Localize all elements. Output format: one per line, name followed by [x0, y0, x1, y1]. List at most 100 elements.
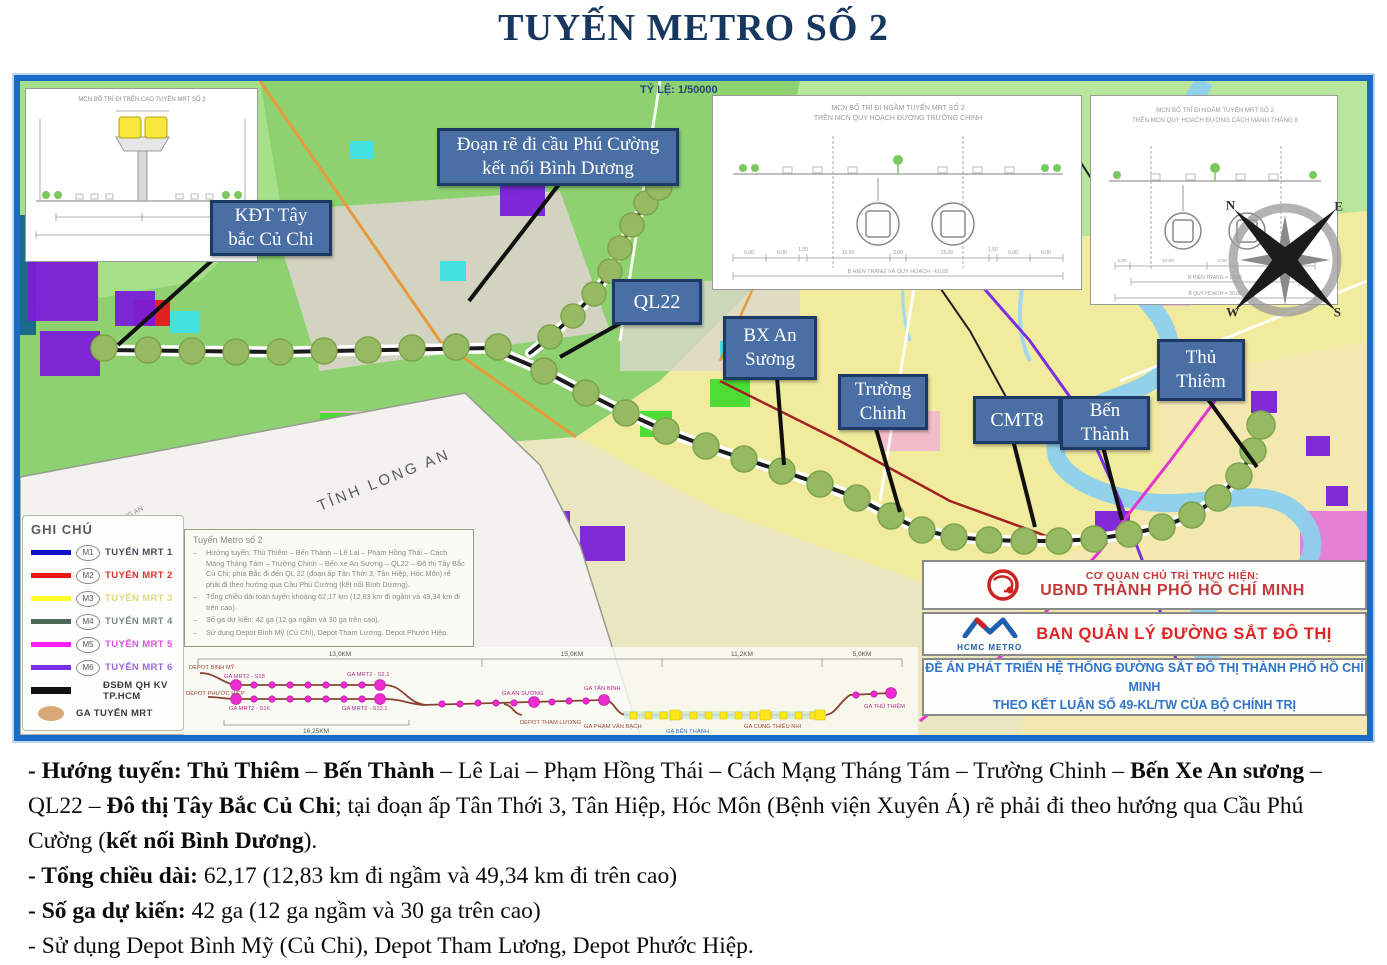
tunnel-cmt8-title1: MCN BỐ TRÍ ĐI NGẦM TUYẾN MRT SỐ 2 [1156, 107, 1274, 114]
svg-text:6,00: 6,00 [1041, 250, 1051, 256]
svg-text:DEPOT BÌNH MỸ: DEPOT BÌNH MỸ [189, 664, 235, 671]
badge-m5: M5 [76, 636, 100, 653]
schematic-labels: DEPOT BÌNH MỸ GA MRT2 - S18 GA MRT2 - S2… [186, 664, 905, 735]
legend-item-mrt5: M5 TUYẾN MRT 5 [31, 633, 175, 656]
management-name: BAN QUẢN LÝ ĐƯỜNG SẮT ĐÔ THỊ [1036, 624, 1332, 643]
line-schematic: 13,0KM 15,0KM 11,2KM 5,0KM 16,25KM [184, 647, 918, 735]
agency-box: CƠ QUAN CHỦ TRÌ THỰC HIỆN: UBND THÀNH PH… [922, 560, 1367, 610]
tunnel-cmt8-footer1: B HIỆN TRẠNG = 16,00 [1188, 273, 1242, 281]
line-schematic-drawing: 13,0KM 15,0KM 11,2KM 5,0KM 16,25KM [186, 651, 905, 735]
line-swatch-mrt2 [31, 573, 71, 578]
legend-item-ga: GA TUYẾN MRT [31, 702, 175, 725]
line-swatch-mrt3 [31, 596, 71, 601]
svg-text:1,50: 1,50 [798, 247, 808, 253]
svg-text:GA THỦ THIÊM: GA THỦ THIÊM [864, 702, 905, 710]
svg-text:GA MRT2 - S16: GA MRT2 - S16 [229, 706, 270, 712]
svg-text:3,00: 3,00 [893, 250, 903, 256]
svg-text:15,0KM: 15,0KM [561, 651, 583, 658]
svg-text:5,0KM: 5,0KM [853, 651, 872, 658]
map-note-bullet: – Số ga dự kiến: 42 ga (12 ga ngầm và 30… [193, 615, 380, 625]
tunnel-tc-title1: MCN BỐ TRÍ ĐI NGẦM TUYẾN MRT SỐ 2 [831, 102, 964, 112]
badge-m3: M3 [76, 590, 100, 607]
legend-item-mrt6: M6 TUYẾN MRT 6 [31, 656, 175, 679]
svg-text:GA CUNG THIẾU NHI: GA CUNG THIẾU NHI [744, 723, 802, 730]
elevated-station-dots [230, 679, 897, 708]
legend-item-mrt2: M2 TUYẾN MRT 2 [31, 564, 175, 587]
badge-m2: M2 [76, 567, 100, 584]
svg-text:6,00: 6,00 [1008, 250, 1018, 256]
tunnel-cmt8-title2: TRÊN MCN QUY HOẠCH ĐƯỜNG CÁCH MẠNG THÁNG… [1132, 116, 1298, 124]
svg-text:10,00: 10,00 [1162, 258, 1174, 264]
compass-e: E [1334, 198, 1343, 213]
line-swatch-mrt4 [31, 619, 71, 624]
legend-item-dsdm: ĐSĐM QH KV TP.HCM [31, 679, 175, 702]
route-description: - Hướng tuyến: Thủ Thiêm – Bến Thành – L… [28, 758, 1322, 854]
line-swatch-mrt6 [31, 665, 71, 670]
tunnel-tc-title2: TRÊN MCN QUY HOẠCH ĐƯỜNG TRƯỜNG CHINH [814, 113, 982, 122]
svg-text:13,0KM: 13,0KM [329, 651, 351, 658]
schematic-distances: 13,0KM 15,0KM 11,2KM 5,0KM 16,25KM [303, 651, 871, 735]
agency-name: UBND THÀNH PHỐ HỒ CHÍ MINH [1040, 582, 1305, 599]
page-title: TUYẾN METRO SỐ 2 [498, 7, 889, 49]
total-length: - Tổng chiều dài: 62,17 (12,83 km đi ngầ… [28, 863, 678, 889]
legend-item-mrt3: M3 TUYẾN MRT 3 [31, 587, 175, 610]
cross-section-tunnel-truong-chinh: MCN BỐ TRÍ ĐI NGẦM TUYẾN MRT SỐ 2 TRÊN M… [712, 95, 1082, 290]
svg-text:11,2KM: 11,2KM [731, 651, 753, 658]
map-note-bullet: – Tổng chiều dài toàn tuyến khoảng 62,17… [193, 592, 460, 612]
management-box: HCMC METRO BAN QUẢN LÝ ĐƯỜNG SẮT ĐÔ THỊ [922, 612, 1367, 656]
svg-text:2,00: 2,00 [1117, 258, 1127, 264]
svg-text:DEPOT THAM LƯƠNG: DEPOT THAM LƯƠNG [520, 720, 582, 726]
compass-icon: N E S W [1226, 198, 1343, 320]
depots: - Sử dụng Depot Bình Mỹ (Củ Chi), Depot … [28, 933, 754, 959]
svg-text:1,50: 1,50 [988, 247, 998, 253]
leader-lines [116, 181, 1259, 528]
svg-text:6,00: 6,00 [744, 250, 754, 256]
compass-s: S [1334, 304, 1341, 319]
svg-text:GA MRT2 - S12.1: GA MRT2 - S12.1 [342, 706, 388, 712]
map-frame: TỈNH LONG AN TỈNH LONG AN [12, 73, 1375, 743]
map-note-bullet: – Sử dụng Depot Bình Mỹ (Củ Chi), Depot … [193, 628, 449, 638]
tunnel-cmt8-footer2: B QUY HOẠCH = 30,00 [1188, 291, 1241, 297]
station-dots [90, 173, 1276, 555]
svg-text:4,00: 4,00 [1217, 258, 1227, 264]
tunnel-tc-footer: B HIỆN TRẠNG VÀ QUY HOẠCH ~60,00 [847, 267, 948, 275]
agency-caption: CƠ QUAN CHỦ TRÌ THỰC HIỆN: [1085, 570, 1260, 582]
svg-text:GA BẾN THÀNH: GA BẾN THÀNH [666, 728, 709, 735]
legend: GHI CHÚ M1 TUYẾN MRT 1 M2 TUYẾN MRT 2 M3… [22, 515, 184, 731]
callout-bx-an-suong: BX An Sương [723, 316, 817, 380]
svg-text:16,25KM: 16,25KM [303, 728, 329, 735]
map-note-title: Tuyến Metro số 2 [193, 535, 263, 545]
station-count: - Số ga dự kiến: 42 ga (12 ga ngầm và 30… [28, 898, 541, 924]
callout-truong-chinh: Trường Chinh [838, 374, 928, 430]
legend-item-mrt4: M4 TUYẾN MRT 4 [31, 610, 175, 633]
footer-text: - Hướng tuyến: Thủ Thiêm – Bến Thành – L… [28, 754, 1366, 964]
callout-cmt8: CMT8 [973, 396, 1061, 444]
callout-thu-thiem: Thủ Thiêm [1157, 339, 1245, 401]
elevated-title: MCN BỐ TRÍ ĐI TRÊN CAO TUYẾN MRT SỐ 2 [78, 95, 206, 103]
svg-text:GA TÂN BÌNH: GA TÂN BÌNH [584, 685, 621, 692]
ubnd-logo-icon [987, 569, 1019, 601]
svg-text:GA MRT2 - S2.1: GA MRT2 - S2.1 [347, 672, 389, 678]
station-swatch [38, 706, 64, 721]
callout-ben-thanh: Bến Thành [1060, 396, 1150, 450]
project-line1: ĐỀ ÁN PHÁT TRIỂN HỆ THỐNG ĐƯỜNG SẮT ĐÔ T… [925, 660, 1364, 694]
project-line2: THEO KẾT LUẬN SỐ 49-KL/TW CỦA BỘ CHÍNH T… [992, 698, 1296, 713]
compass-w: W [1226, 304, 1239, 319]
svg-text:GA AN SƯƠNG: GA AN SƯƠNG [502, 691, 544, 697]
svg-text:15,00: 15,00 [842, 250, 855, 256]
svg-text:GA PHẠM VĂN BẠCH: GA PHẠM VĂN BẠCH [584, 723, 642, 730]
svg-text:15,00: 15,00 [941, 250, 954, 256]
line-swatch-mrt5 [31, 642, 71, 647]
callout-phu-cuong: Đoạn rẽ đi cầu Phú Cường kết nối Bình Dư… [437, 128, 679, 186]
map-note-bullet: – Hướng tuyến: Thủ Thiêm – Bến Thành – L… [193, 548, 465, 589]
tunnel-tc-dims: 6,00 6,00 1,50 15,00 3,00 15,00 1,50 6,0… [744, 247, 1051, 256]
callout-ql22: QL22 [612, 279, 702, 325]
scale-label: TỶ LỆ: 1/50000 [640, 84, 718, 96]
badge-m6: M6 [76, 659, 100, 676]
svg-text:DEPOT PHƯỚC HIỆP: DEPOT PHƯỚC HIỆP [186, 689, 245, 697]
badge-m4: M4 [76, 613, 100, 630]
underground-station-squares [629, 709, 826, 721]
line-swatch-mrt1 [31, 550, 71, 555]
hcmc-metro-logo-icon: HCMC METRO [957, 616, 1022, 652]
